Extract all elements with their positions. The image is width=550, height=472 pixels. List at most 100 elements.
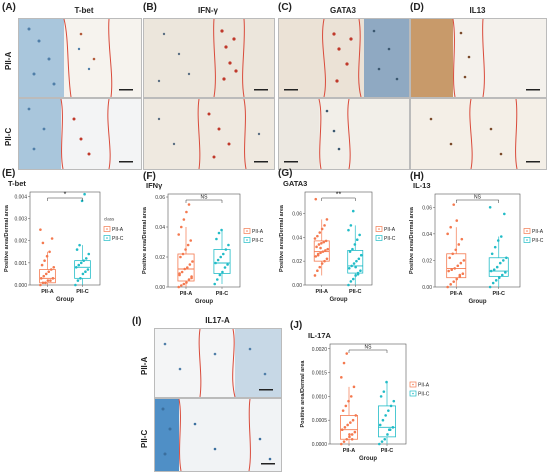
data-point [215, 237, 218, 241]
y-tick-label: 0.04 [292, 235, 302, 241]
data-point [448, 256, 451, 260]
data-point [345, 352, 349, 355]
data-point [316, 269, 319, 272]
data-point [322, 240, 326, 244]
data-point [496, 239, 500, 242]
data-point [41, 241, 45, 245]
x-tick-label: PII-A [41, 289, 54, 295]
legend-label: PII-A [418, 383, 430, 389]
data-point [39, 277, 43, 280]
y-tick-label: 0.004 [14, 194, 27, 200]
micrograph-tbet-pii-c [18, 98, 142, 170]
legend-label: PII-A [384, 227, 396, 233]
data-point [220, 228, 223, 232]
data-point [313, 274, 317, 277]
row-label-top: PII-A [4, 51, 13, 70]
data-point [177, 233, 181, 236]
box-pii-a [39, 269, 56, 284]
data-point [325, 218, 329, 221]
data-point [44, 272, 48, 276]
data-point [79, 277, 82, 280]
data-point [313, 237, 317, 240]
data-point [83, 192, 86, 196]
data-point [382, 390, 386, 393]
legend-swatch [243, 237, 251, 243]
data-point [453, 267, 457, 270]
legend-dot [106, 237, 108, 239]
data-point [350, 264, 353, 268]
row-label-i-top: PII-A [140, 356, 149, 375]
significance-bracket [321, 197, 356, 201]
data-point [39, 228, 42, 231]
data-point [353, 243, 357, 246]
data-point [385, 380, 388, 384]
data-point [462, 259, 466, 262]
data-point [47, 270, 51, 274]
data-point [219, 255, 223, 259]
data-point [179, 284, 183, 287]
x-axis-label: Group [56, 297, 74, 303]
data-point [49, 268, 53, 271]
y-tick-label: 0.000 [14, 283, 27, 289]
data-point [182, 282, 186, 286]
data-point [221, 270, 224, 274]
data-point [79, 261, 83, 265]
data-point [40, 263, 44, 267]
x-tick-label: PII-A [343, 448, 356, 454]
data-point [451, 252, 455, 256]
plot-frame [167, 193, 241, 288]
data-point [46, 279, 50, 282]
y-tick-label: 0.0005 [312, 418, 328, 424]
data-point [387, 428, 391, 432]
legend-label: PII-A [112, 227, 124, 233]
data-point [488, 285, 492, 289]
data-point [454, 248, 458, 252]
data-point [223, 266, 227, 269]
chart-il17a: IL-17A 0.0000 0.0005 0.0010 0.0015 0.0020 Posi… [300, 331, 430, 462]
micrograph-gata3-pii-c [278, 98, 410, 170]
data-point [392, 399, 396, 403]
plot-frame [304, 191, 373, 286]
significance-label: NS [201, 195, 209, 201]
panel-i-title: IL17-A [205, 316, 230, 325]
data-point [488, 205, 492, 209]
panel-j-letter: (J) [290, 320, 303, 331]
data-point [348, 250, 352, 253]
y-tick-label: 0.00 [155, 285, 165, 291]
data-point [350, 437, 354, 441]
x-axis-label: Group [469, 299, 487, 305]
data-point [315, 245, 318, 249]
legend-dot [378, 228, 380, 230]
panel-g-letter: (G) [278, 168, 293, 179]
legend-label: PII-C [252, 238, 264, 244]
panel-i-letter: (I) [132, 316, 142, 327]
y-tick-label: 0.0000 [312, 442, 328, 448]
legend-swatch [523, 228, 531, 234]
data-point [457, 243, 461, 246]
legend-dot [246, 230, 248, 232]
data-point [351, 277, 355, 281]
data-point [353, 430, 357, 434]
data-point [346, 423, 349, 427]
plot-frame [434, 193, 521, 288]
data-point [354, 274, 357, 277]
data-point [179, 255, 182, 259]
legend-dot [246, 239, 248, 241]
data-point [178, 272, 181, 275]
data-point [449, 283, 452, 286]
data-point [495, 265, 499, 269]
data-point [323, 259, 326, 263]
significance-label: NS [474, 195, 482, 201]
data-point [450, 268, 453, 272]
box-pii-c [213, 249, 231, 274]
legend-dot [412, 392, 414, 395]
panel-d-letter: (D) [410, 2, 424, 13]
data-point [351, 209, 355, 213]
y-axis-label: Positive area/Dermal area [279, 204, 285, 272]
legend-dot [526, 239, 528, 241]
data-point [354, 265, 357, 269]
panel-c-letter: (C) [278, 2, 292, 13]
data-point [186, 243, 190, 247]
data-point [87, 252, 91, 256]
x-tick-label: PII-C [492, 291, 505, 297]
